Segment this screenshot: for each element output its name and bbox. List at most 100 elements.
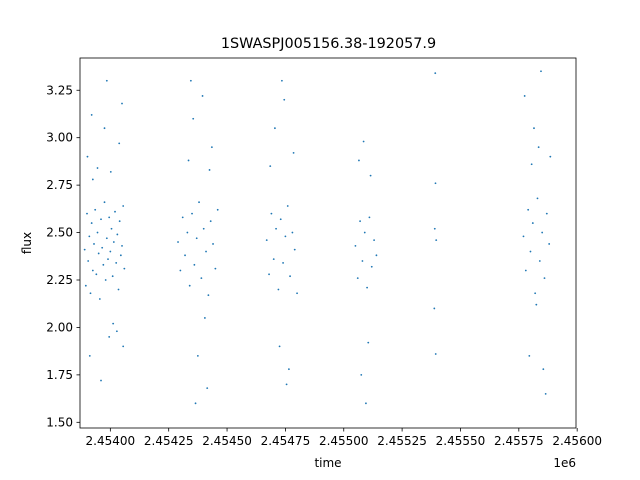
- data-point: [86, 212, 88, 215]
- data-point: [527, 208, 530, 211]
- data-point: [205, 250, 207, 253]
- data-point: [522, 235, 525, 238]
- data-point: [360, 373, 363, 376]
- data-point: [90, 114, 93, 116]
- data-point: [111, 275, 114, 278]
- data-point: [112, 241, 115, 243]
- data-point: [179, 269, 182, 272]
- data-point: [115, 262, 118, 264]
- data-point: [212, 243, 214, 245]
- data-point: [122, 345, 125, 348]
- data-point: [536, 197, 539, 200]
- data-point: [97, 252, 100, 255]
- y-tick-label: 2.25: [46, 273, 73, 287]
- data-point: [100, 379, 102, 382]
- data-point: [122, 205, 125, 207]
- data-point: [105, 237, 108, 240]
- data-point: [368, 216, 371, 219]
- data-point: [208, 169, 211, 171]
- data-point: [121, 244, 123, 247]
- y-tick-label: 1.50: [46, 415, 73, 429]
- data-point: [375, 254, 378, 257]
- data-point: [529, 250, 532, 253]
- data-point: [541, 231, 544, 234]
- data-point: [108, 216, 111, 219]
- data-point: [114, 210, 116, 213]
- data-point: [369, 174, 372, 177]
- data-point: [109, 250, 112, 253]
- x-tick-label: 2.45575: [494, 434, 544, 448]
- x-tick-label: 2.45500: [319, 434, 369, 448]
- data-point: [210, 146, 213, 149]
- data-point: [277, 288, 280, 291]
- x-tick-label: 2.45550: [436, 434, 486, 448]
- x-tick-label: 2.45400: [86, 434, 136, 448]
- data-point: [268, 273, 270, 276]
- data-point: [193, 263, 196, 266]
- data-point: [548, 243, 551, 245]
- data-point: [549, 155, 552, 158]
- data-point: [434, 72, 437, 75]
- data-point: [115, 330, 118, 333]
- x-axis-offset-label: 1e6: [553, 456, 576, 470]
- data-point: [289, 275, 291, 278]
- data-point: [270, 212, 273, 215]
- x-axis-label: time: [314, 456, 341, 470]
- data-point: [118, 220, 121, 223]
- data-point: [283, 98, 286, 101]
- data-point: [188, 284, 191, 287]
- data-point: [367, 341, 370, 344]
- data-point: [434, 353, 437, 355]
- data-point: [537, 146, 540, 149]
- data-point: [206, 387, 209, 390]
- data-point: [358, 159, 360, 162]
- data-point: [433, 227, 436, 230]
- x-tick-label: 2.45525: [377, 434, 427, 448]
- data-point: [354, 244, 357, 247]
- data-point: [435, 239, 438, 242]
- data-point: [293, 248, 296, 251]
- y-tick-label: 3.00: [46, 131, 73, 145]
- chart-title: 1SWASPJ005156.38-192057.9: [221, 36, 436, 52]
- data-point: [109, 170, 112, 173]
- plot-frame: [79, 57, 577, 429]
- data-point: [88, 355, 91, 357]
- data-point: [187, 159, 190, 162]
- data-point: [116, 233, 119, 236]
- data-point: [86, 155, 89, 158]
- data-point: [362, 140, 365, 143]
- data-point: [533, 127, 535, 130]
- data-point: [194, 402, 197, 405]
- data-point: [282, 262, 284, 264]
- data-point: [93, 243, 95, 245]
- data-point: [524, 269, 527, 272]
- x-tick-label: 2.45600: [552, 434, 602, 448]
- data-point: [538, 260, 541, 262]
- data-point: [186, 231, 189, 234]
- data-point: [373, 239, 375, 242]
- data-point: [105, 79, 108, 82]
- x-tick-label: 2.45425: [144, 434, 194, 448]
- data-point: [543, 277, 546, 279]
- data-point: [269, 165, 272, 168]
- data-point: [121, 102, 123, 105]
- data-point: [95, 273, 98, 276]
- data-point: [363, 231, 366, 234]
- data-point: [291, 231, 294, 234]
- data-point: [209, 220, 212, 223]
- data-point: [110, 227, 113, 230]
- data-point: [84, 284, 87, 287]
- data-point: [96, 231, 99, 234]
- data-point: [530, 163, 533, 166]
- y-axis-ticks: 1.50 1.75 2.00 2.25 2.50 2.75 3.00 3.25: [46, 83, 80, 429]
- data-point: [542, 368, 545, 371]
- data-point: [104, 279, 107, 281]
- data-point: [98, 298, 101, 300]
- data-point: [272, 258, 275, 261]
- data-point: [112, 322, 115, 325]
- data-points: [83, 70, 552, 405]
- data-point: [91, 178, 94, 181]
- data-point: [96, 167, 99, 169]
- data-point: [192, 117, 195, 120]
